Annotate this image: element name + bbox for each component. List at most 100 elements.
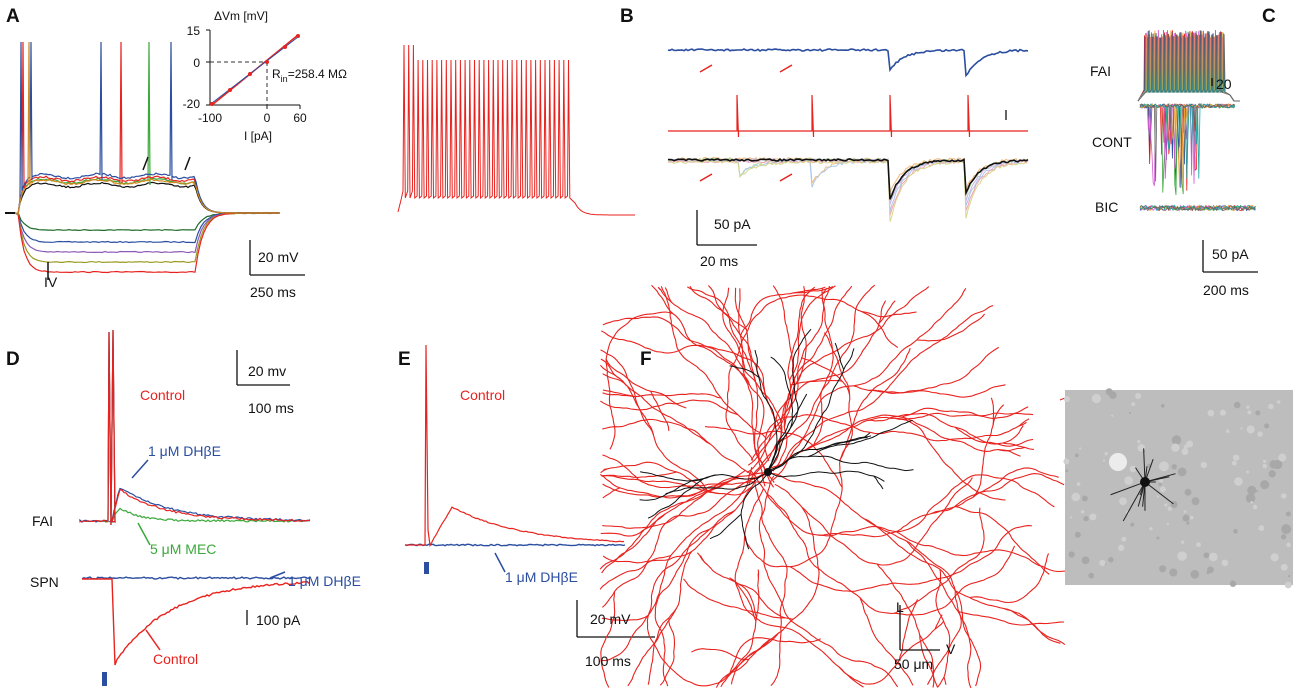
micrograph-texture xyxy=(1256,490,1259,493)
arrow xyxy=(699,64,713,73)
neurite xyxy=(691,648,749,661)
neurite xyxy=(647,478,704,519)
neurite xyxy=(807,419,913,458)
micrograph-texture xyxy=(1196,542,1201,548)
micrograph-texture xyxy=(1071,492,1081,502)
neurite xyxy=(715,637,773,688)
inset-point xyxy=(283,45,287,49)
micrograph-texture xyxy=(1182,514,1190,522)
neurite xyxy=(602,316,775,483)
arrow xyxy=(137,522,151,546)
neurite xyxy=(894,417,1006,501)
scale-y: 100 pA xyxy=(256,612,301,628)
micrograph-texture xyxy=(1129,465,1137,473)
neurite xyxy=(790,379,843,386)
micrograph-texture xyxy=(1257,431,1263,437)
stimulus xyxy=(424,562,429,574)
inset-y-tick: -20 xyxy=(183,97,201,111)
trace xyxy=(667,48,1029,78)
trace xyxy=(1139,204,1256,212)
trace xyxy=(14,41,280,216)
neurite xyxy=(627,608,677,687)
micrograph-texture xyxy=(1169,568,1178,577)
neurite xyxy=(772,286,816,472)
micrograph-texture xyxy=(1149,527,1153,531)
neurite xyxy=(660,286,767,439)
neurite xyxy=(859,597,914,686)
scale-x: 250 ms xyxy=(250,284,296,300)
micrograph-texture xyxy=(1233,401,1241,409)
micrograph-texture xyxy=(1208,552,1218,562)
neurite xyxy=(605,358,687,409)
neurite xyxy=(689,285,782,430)
neurite xyxy=(601,475,753,496)
inset-point xyxy=(210,102,214,106)
inset-point xyxy=(228,88,232,92)
drug-label: 5 μM MEC xyxy=(150,541,216,557)
neurite xyxy=(725,294,899,461)
neurite xyxy=(767,470,885,482)
micrograph-texture xyxy=(1226,429,1230,433)
trace xyxy=(79,329,311,526)
small-scale: 20 xyxy=(1216,76,1232,92)
micrograph-texture xyxy=(1200,461,1208,469)
neurite xyxy=(602,418,756,477)
trace xyxy=(14,41,280,216)
micrograph-texture xyxy=(1269,460,1279,469)
micrograph-texture xyxy=(1240,427,1243,430)
micrograph-neurite xyxy=(1143,448,1146,483)
marker-label: IV xyxy=(44,274,58,290)
neurite xyxy=(753,476,788,686)
neurite xyxy=(602,480,756,564)
neurite xyxy=(746,286,930,473)
inset-x-label: I [pA] xyxy=(244,129,272,143)
arrow xyxy=(131,459,149,479)
micrograph-texture xyxy=(1105,388,1113,396)
scale-x: 20 ms xyxy=(700,253,738,269)
panel-label: B xyxy=(620,6,634,27)
neurite xyxy=(651,284,766,487)
inset-y-tick: 15 xyxy=(187,24,201,38)
micrograph-texture xyxy=(1191,497,1200,506)
trace xyxy=(14,41,280,216)
neurite xyxy=(699,555,794,620)
neurite xyxy=(729,365,760,378)
trace-label: BIC xyxy=(1095,199,1118,215)
neurite xyxy=(957,610,1065,626)
micrograph-texture xyxy=(1171,464,1177,470)
scale-y: 20 mV xyxy=(590,611,631,627)
neurite xyxy=(895,531,1074,573)
neurite xyxy=(954,506,1050,575)
micrograph-texture xyxy=(1158,461,1169,472)
trace xyxy=(397,44,635,216)
micrograph-texture xyxy=(1159,565,1167,573)
neurite xyxy=(602,483,704,498)
micrograph-texture xyxy=(1255,410,1261,416)
trace xyxy=(668,94,1028,138)
neurite xyxy=(794,412,1034,455)
neurite xyxy=(734,488,864,688)
neurite xyxy=(601,614,649,621)
neurite xyxy=(954,426,1034,447)
micrograph-texture xyxy=(1221,559,1229,567)
micrograph-texture xyxy=(1131,402,1136,407)
neurite xyxy=(834,342,845,370)
neurite xyxy=(772,304,994,481)
inset-x-tick: -100 xyxy=(198,111,222,125)
micrograph-texture xyxy=(1280,534,1287,540)
micrograph-texture xyxy=(1164,503,1168,507)
neurite xyxy=(654,528,710,687)
neurite xyxy=(739,286,826,337)
axis-label: V xyxy=(946,641,956,657)
micrograph-texture xyxy=(1137,439,1141,444)
neurite xyxy=(720,632,780,688)
neurite xyxy=(863,518,962,686)
neurite xyxy=(955,590,1061,644)
trace xyxy=(1137,29,1240,102)
drug-label: 1 μM DHβE xyxy=(288,573,361,589)
micrograph-texture xyxy=(1081,495,1088,502)
soma xyxy=(764,468,772,476)
trace xyxy=(405,344,625,548)
panel-label: D xyxy=(6,349,20,370)
